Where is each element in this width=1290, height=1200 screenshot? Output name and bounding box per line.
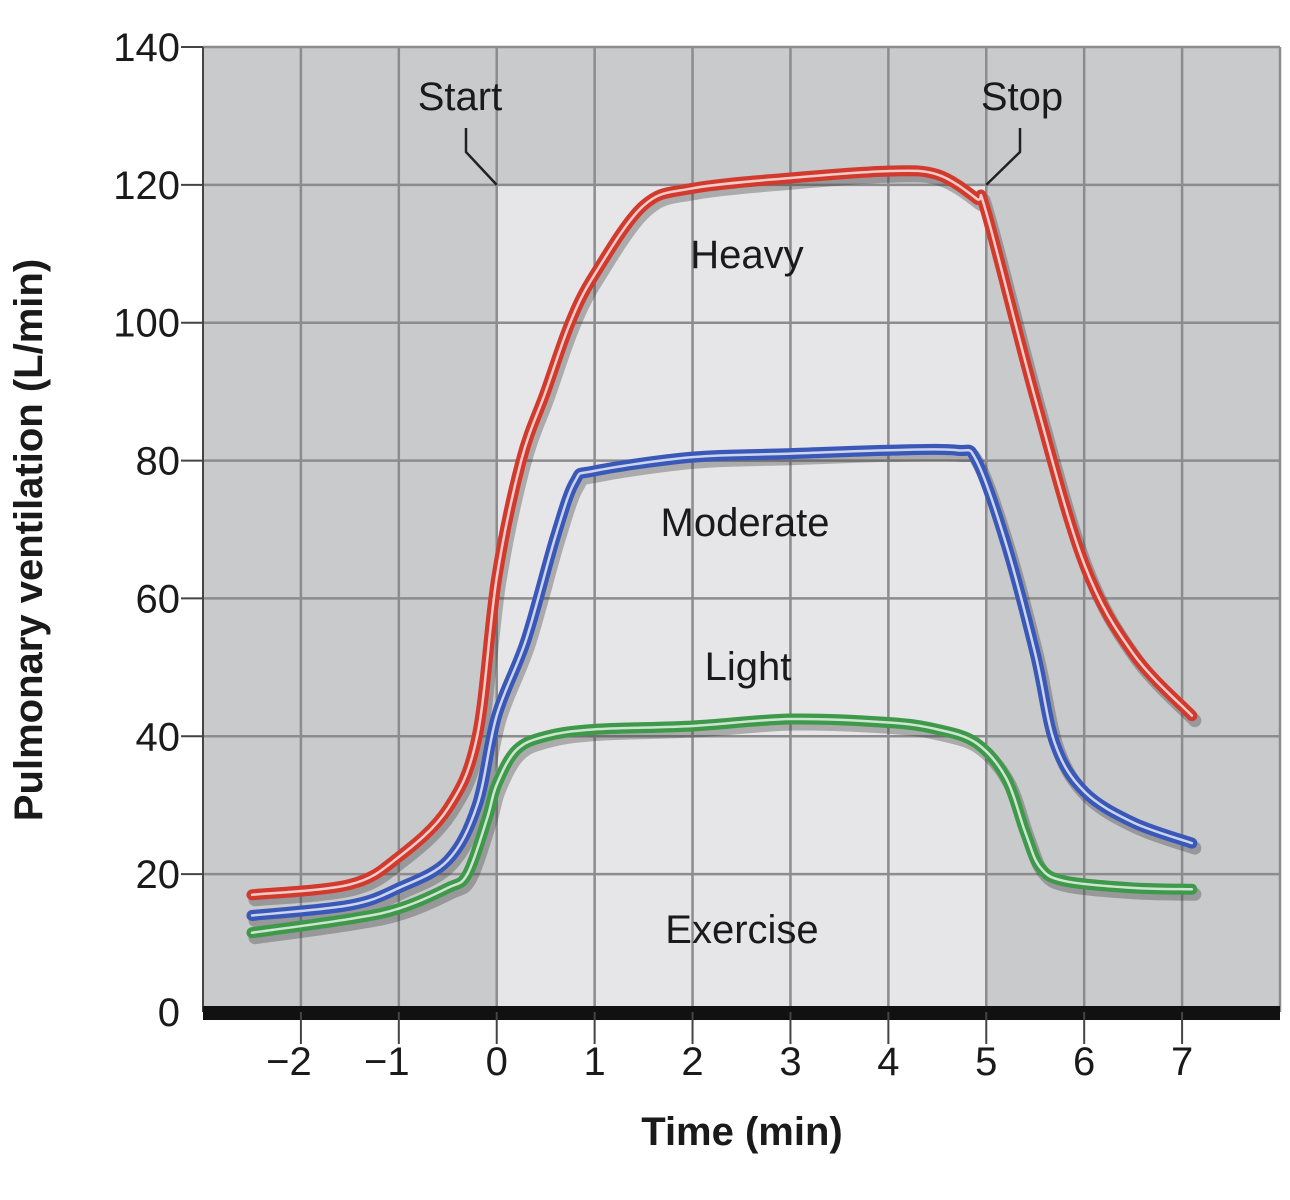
y-tick-label: 40	[136, 715, 181, 759]
x-tick-label: −2	[266, 1040, 312, 1084]
y-tick-label: 20	[136, 853, 181, 897]
start-annotation: Start	[418, 75, 502, 119]
y-tick-label: 80	[136, 440, 181, 484]
x-tick-label: 7	[1171, 1040, 1193, 1084]
series-label-moderate: Moderate	[661, 501, 830, 545]
annotations: Start Stop Heavy Moderate Light Exercise	[418, 75, 1063, 952]
gridlines	[181, 45, 1282, 1044]
y-axis-ticks: 0 20 40 60 80 100 120 140	[113, 26, 180, 1035]
stop-annotation: Stop	[981, 75, 1063, 119]
y-tick-label: 100	[113, 302, 180, 346]
x-tick-label: 0	[486, 1040, 508, 1084]
x-tick-label: 6	[1073, 1040, 1095, 1084]
x-axis-label: Time (min)	[641, 1110, 843, 1154]
exercise-label: Exercise	[665, 908, 818, 952]
y-axis-label: Pulmonary ventilation (L/min)	[7, 259, 51, 821]
x-tick-label: 2	[681, 1040, 703, 1084]
y-tick-label: 140	[113, 26, 180, 70]
x-tick-label: 1	[584, 1040, 606, 1084]
x-tick-label: −1	[364, 1040, 410, 1084]
y-tick-label: 120	[113, 164, 180, 208]
x-tick-label: 4	[877, 1040, 899, 1084]
x-axis-line	[203, 1006, 1280, 1020]
series-label-heavy: Heavy	[690, 233, 803, 277]
series-highlight-light	[250, 717, 1194, 934]
stop-pointer	[985, 128, 1022, 186]
series-highlight-moderate	[250, 448, 1194, 917]
x-axis-ticks: −2 −1 0 1 2 3 4 5 6 7	[266, 1040, 1193, 1084]
series-highlight-heavy	[250, 169, 1194, 897]
y-tick-label: 0	[158, 991, 180, 1035]
x-tick-label: 5	[975, 1040, 997, 1084]
series-lines	[246, 165, 1202, 945]
series-label-light: Light	[705, 645, 792, 689]
start-pointer	[464, 128, 498, 186]
y-tick-label: 60	[136, 577, 181, 621]
x-tick-label: 3	[779, 1040, 801, 1084]
